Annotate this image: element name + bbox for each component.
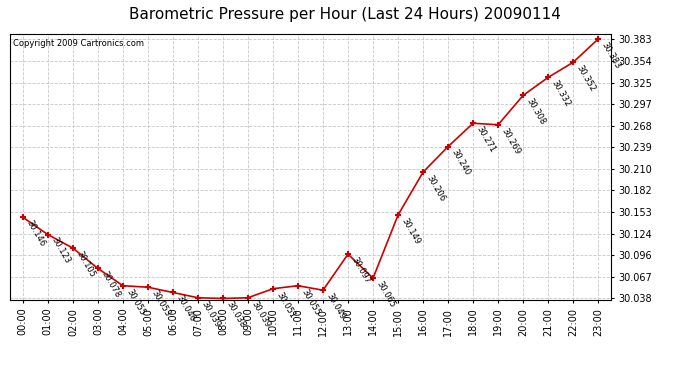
- Text: 30.308: 30.308: [524, 97, 547, 127]
- Text: 30.383: 30.383: [600, 40, 622, 70]
- Text: 30.051: 30.051: [275, 290, 297, 320]
- Text: 30.146: 30.146: [24, 219, 47, 248]
- Text: 30.352: 30.352: [575, 64, 597, 93]
- Text: 30.078: 30.078: [99, 270, 121, 300]
- Text: 30.097: 30.097: [349, 255, 372, 285]
- Text: 30.123: 30.123: [49, 236, 72, 266]
- Text: 30.332: 30.332: [549, 79, 572, 109]
- Text: 30.206: 30.206: [424, 174, 447, 203]
- Text: 30.271: 30.271: [475, 124, 497, 154]
- Text: 30.269: 30.269: [500, 126, 522, 156]
- Text: 30.055: 30.055: [124, 287, 146, 317]
- Text: 30.055: 30.055: [299, 287, 322, 317]
- Text: 30.065: 30.065: [375, 280, 397, 309]
- Text: 30.038: 30.038: [224, 300, 247, 330]
- Text: 30.240: 30.240: [449, 148, 472, 178]
- Text: 30.105: 30.105: [75, 249, 97, 279]
- Text: 30.053: 30.053: [149, 289, 172, 318]
- Text: 30.039: 30.039: [199, 299, 221, 329]
- Text: 30.149: 30.149: [400, 216, 422, 246]
- Text: 30.039: 30.039: [249, 299, 272, 329]
- Text: 30.046: 30.046: [175, 294, 197, 324]
- Text: 30.049: 30.049: [324, 292, 346, 321]
- Text: Barometric Pressure per Hour (Last 24 Hours) 20090114: Barometric Pressure per Hour (Last 24 Ho…: [129, 8, 561, 22]
- Text: Copyright 2009 Cartronics.com: Copyright 2009 Cartronics.com: [13, 39, 144, 48]
